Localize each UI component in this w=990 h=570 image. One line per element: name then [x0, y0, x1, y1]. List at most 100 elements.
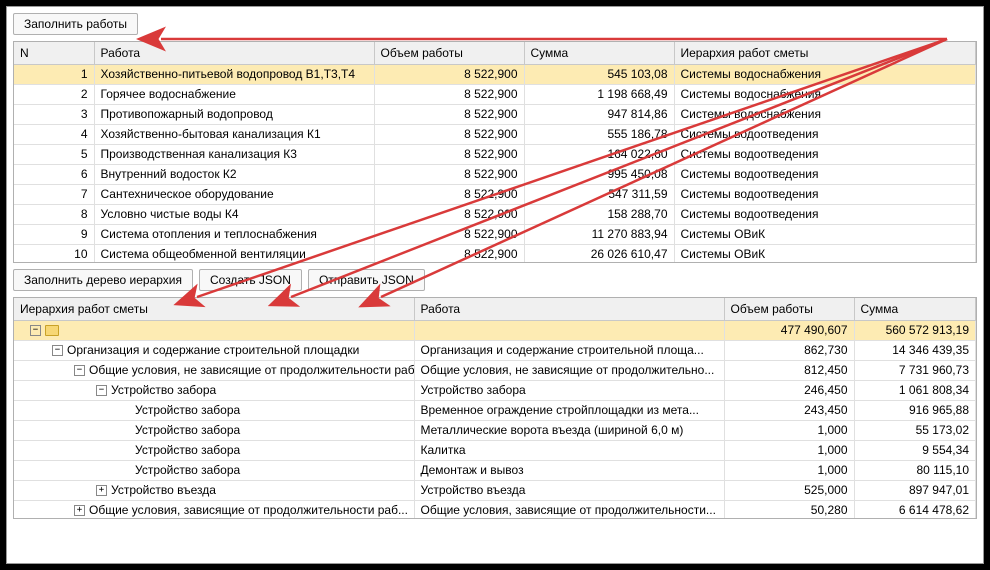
cell-work: Система отопления и теплоснабжения	[94, 224, 374, 244]
cell-work: Хозяйственно-бытовая канализация К1	[94, 124, 374, 144]
table-row[interactable]: 1Хозяйственно-питьевой водопровод В1,Т3,…	[14, 64, 976, 84]
cell-tree: +Общие условия, зависящие от продолжител…	[14, 500, 414, 518]
tree-expander-icon[interactable]: −	[96, 385, 107, 396]
cell-hierarchy: Системы водоотведения	[674, 184, 976, 204]
tree-row[interactable]: −Организация и содержание строительной п…	[14, 340, 976, 360]
hierarchy-table[interactable]: Иерархия работ сметы Работа Объем работы…	[14, 298, 976, 518]
tree-row[interactable]: −477 490,607560 572 913,19	[14, 320, 976, 340]
col-sum[interactable]: Сумма	[524, 42, 674, 64]
table-row[interactable]: 4Хозяйственно-бытовая канализация К18 52…	[14, 124, 976, 144]
cell-hierarchy: Системы водоотведения	[674, 164, 976, 184]
tree-row[interactable]: +Устройство въездаУстройство въезда525,0…	[14, 480, 976, 500]
cell-n: 4	[14, 124, 94, 144]
cell-hierarchy: Системы водоснабжения	[674, 84, 976, 104]
col-hierarchy2[interactable]: Иерархия работ сметы	[14, 298, 414, 320]
tree-row[interactable]: + Общие условия, зависящие от продолжител…	[14, 500, 976, 518]
cell-n: 10	[14, 244, 94, 262]
cell-sum: 9 554,34	[854, 440, 976, 460]
cell-work: Сантехническое оборудование	[94, 184, 374, 204]
table-row[interactable]: 10Система общеобменной вентиляции8 522,9…	[14, 244, 976, 262]
col-volume2[interactable]: Объем работы	[724, 298, 854, 320]
cell-volume: 8 522,900	[374, 84, 524, 104]
cell-work: Система общеобменной вентиляции	[94, 244, 374, 262]
cell-work: Общие условия, зависящие от продолжитель…	[414, 500, 724, 518]
cell-tree: Устройство забора	[14, 460, 414, 480]
cell-work: Хозяйственно-питьевой водопровод В1,Т3,Т…	[94, 64, 374, 84]
hierarchy-grid: Иерархия работ сметы Работа Объем работы…	[13, 297, 977, 519]
cell-volume: 243,450	[724, 400, 854, 420]
tree-label: Устройство забора	[135, 403, 240, 417]
cell-volume: 1,000	[724, 440, 854, 460]
table-row[interactable]: 7Сантехническое оборудование8 522,900547…	[14, 184, 976, 204]
cell-tree: −	[14, 320, 414, 340]
tree-row[interactable]: Устройство забораКалитка1,0009 554,34	[14, 440, 976, 460]
col-work[interactable]: Работа	[94, 42, 374, 64]
cell-hierarchy: Системы ОВиК	[674, 244, 976, 262]
col-sum2[interactable]: Сумма	[854, 298, 976, 320]
cell-work	[414, 320, 724, 340]
tree-row[interactable]: Устройство забораВременное ограждение ст…	[14, 400, 976, 420]
cell-volume: 8 522,900	[374, 244, 524, 262]
cell-work: Общие условия, не зависящие от продолжит…	[414, 360, 724, 380]
works-grid: N Работа Объем работы Сумма Иерархия раб…	[13, 41, 977, 263]
cell-sum: 916 965,88	[854, 400, 976, 420]
cell-volume: 8 522,900	[374, 164, 524, 184]
cell-tree: −Устройство забора	[14, 380, 414, 400]
fill-works-button[interactable]: Заполнить работы	[13, 13, 138, 35]
cell-sum: 55 173,02	[854, 420, 976, 440]
col-volume[interactable]: Объем работы	[374, 42, 524, 64]
tree-row[interactable]: −Устройство забораУстройство забора246,4…	[14, 380, 976, 400]
col-n[interactable]: N	[14, 42, 94, 64]
cell-sum: 164 022,60	[524, 144, 674, 164]
cell-work: Металлические ворота въезда (шириной 6,0…	[414, 420, 724, 440]
cell-sum: 158 288,70	[524, 204, 674, 224]
table-row[interactable]: 6Внутренний водосток К28 522,900995 450,…	[14, 164, 976, 184]
cell-sum: 897 947,01	[854, 480, 976, 500]
cell-volume: 246,450	[724, 380, 854, 400]
cell-volume: 862,730	[724, 340, 854, 360]
cell-volume: 1,000	[724, 420, 854, 440]
cell-sum: 80 115,10	[854, 460, 976, 480]
cell-tree: Устройство забора	[14, 440, 414, 460]
cell-work: Организация и содержание строительной пл…	[414, 340, 724, 360]
cell-volume: 812,450	[724, 360, 854, 380]
cell-work: Демонтаж и вывоз	[414, 460, 724, 480]
cell-volume: 1,000	[724, 460, 854, 480]
tree-label: Устройство забора	[135, 463, 240, 477]
create-json-button[interactable]: Создать JSON	[199, 269, 302, 291]
tree-expander-icon[interactable]: −	[74, 365, 85, 376]
tree-expander-icon[interactable]: −	[52, 345, 63, 356]
cell-sum: 560 572 913,19	[854, 320, 976, 340]
cell-tree: −Организация и содержание строительной п…	[14, 340, 414, 360]
col-work2[interactable]: Работа	[414, 298, 724, 320]
cell-work: Горячее водоснабжение	[94, 84, 374, 104]
tree-row[interactable]: Устройство забораМеталлические ворота въ…	[14, 420, 976, 440]
cell-sum: 547 311,59	[524, 184, 674, 204]
cell-sum: 6 614 478,62	[854, 500, 976, 518]
cell-n: 3	[14, 104, 94, 124]
tree-expander-icon[interactable]: +	[74, 505, 85, 516]
col-hierarchy[interactable]: Иерархия работ сметы	[674, 42, 976, 64]
table-row[interactable]: 9Система отопления и теплоснабжения8 522…	[14, 224, 976, 244]
tree-row[interactable]: Устройство забора Демонтаж и вывоз1,00080…	[14, 460, 976, 480]
cell-volume: 8 522,900	[374, 104, 524, 124]
tree-label: Организация и содержание строительной пл…	[67, 343, 359, 357]
cell-sum: 947 814,86	[524, 104, 674, 124]
table-row[interactable]: 8Условно чистые воды К48 522,900158 288,…	[14, 204, 976, 224]
table-row[interactable]: 3Противопожарный водопровод8 522,900947 …	[14, 104, 976, 124]
tree-expander-icon[interactable]: −	[30, 325, 41, 336]
cell-tree: Устройство забора	[14, 420, 414, 440]
tree-expander-icon[interactable]: +	[96, 485, 107, 496]
folder-icon	[45, 325, 59, 336]
fill-tree-button[interactable]: Заполнить дерево иерархия	[13, 269, 193, 291]
cell-hierarchy: Системы водоотведения	[674, 204, 976, 224]
cell-sum: 545 103,08	[524, 64, 674, 84]
cell-sum: 555 186,78	[524, 124, 674, 144]
send-json-button[interactable]: Отправить JSON	[308, 269, 425, 291]
tree-row[interactable]: − Общие условия, не зависящие от продолжи…	[14, 360, 976, 380]
table-row[interactable]: 2Горячее водоснабжение8 522,9001 198 668…	[14, 84, 976, 104]
table-row[interactable]: 5Производственная канализация К38 522,90…	[14, 144, 976, 164]
cell-volume: 8 522,900	[374, 184, 524, 204]
cell-work: Устройство забора	[414, 380, 724, 400]
works-table[interactable]: N Работа Объем работы Сумма Иерархия раб…	[14, 42, 976, 262]
